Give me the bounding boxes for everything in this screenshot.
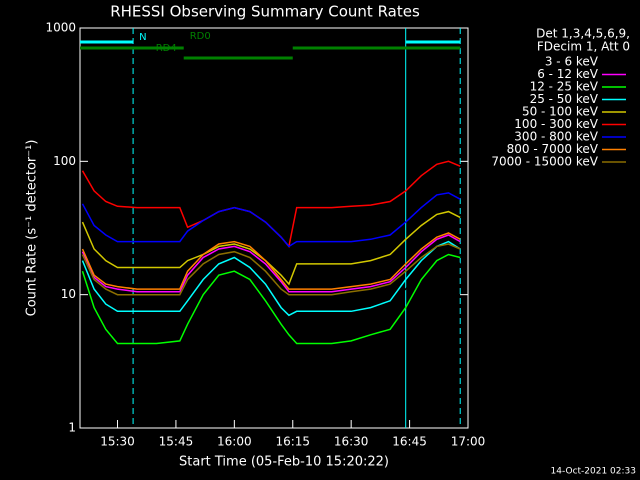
y-tick-label: 1 xyxy=(68,421,76,435)
x-tick-label: 17:00 xyxy=(451,435,486,449)
legend-label: 800 - 7000 keV xyxy=(507,142,599,156)
x-tick-label: 15:30 xyxy=(100,435,135,449)
legend-label: 25 - 50 keV xyxy=(530,92,599,106)
plot-frame xyxy=(79,27,469,429)
series-line xyxy=(81,234,461,293)
legend-label: 300 - 800 keV xyxy=(514,130,598,144)
legend-label: 6 - 12 keV xyxy=(537,67,599,81)
chart-title: RHESSI Observing Summary Count Rates xyxy=(110,3,420,21)
x-tick-label: 16:00 xyxy=(217,435,252,449)
y-tick-label: 10 xyxy=(61,287,76,301)
series-line xyxy=(81,160,461,249)
legend-label: 7000 - 15000 keV xyxy=(491,155,598,169)
x-tick-label: 16:15 xyxy=(275,435,310,449)
series-line xyxy=(81,253,461,345)
series-line xyxy=(81,210,461,286)
y-tick-label: 1000 xyxy=(45,21,76,35)
flag-label: RD4 xyxy=(156,43,177,54)
x-tick-label: 16:45 xyxy=(392,435,427,449)
series-line xyxy=(81,253,461,317)
y-tick-label: 100 xyxy=(53,154,76,168)
x-axis-label: Start Time (05-Feb-10 15:20:22) xyxy=(179,455,389,470)
timestamp: 14-Oct-2021 02:33 xyxy=(551,467,636,477)
legend-header: FDecim 1, Att 0 xyxy=(537,40,630,54)
series-line xyxy=(81,243,461,296)
flag-label: N xyxy=(139,32,146,43)
legend-label: 12 - 25 keV xyxy=(530,80,599,94)
legend-label: 50 - 100 keV xyxy=(522,105,599,119)
series-line xyxy=(81,192,461,248)
x-tick-label: 15:45 xyxy=(159,435,194,449)
x-tick-label: 16:30 xyxy=(334,435,369,449)
flag-label: RD0 xyxy=(190,31,211,42)
legend-header: Det 1,3,4,5,6,9, xyxy=(536,27,630,41)
legend-label: 3 - 6 keV xyxy=(545,55,599,69)
y-axis-label: Count Rate (s⁻¹ detector⁻¹) xyxy=(25,140,40,317)
series-line xyxy=(81,232,461,290)
series-line xyxy=(81,240,461,317)
legend-label: 100 - 300 keV xyxy=(514,117,598,131)
